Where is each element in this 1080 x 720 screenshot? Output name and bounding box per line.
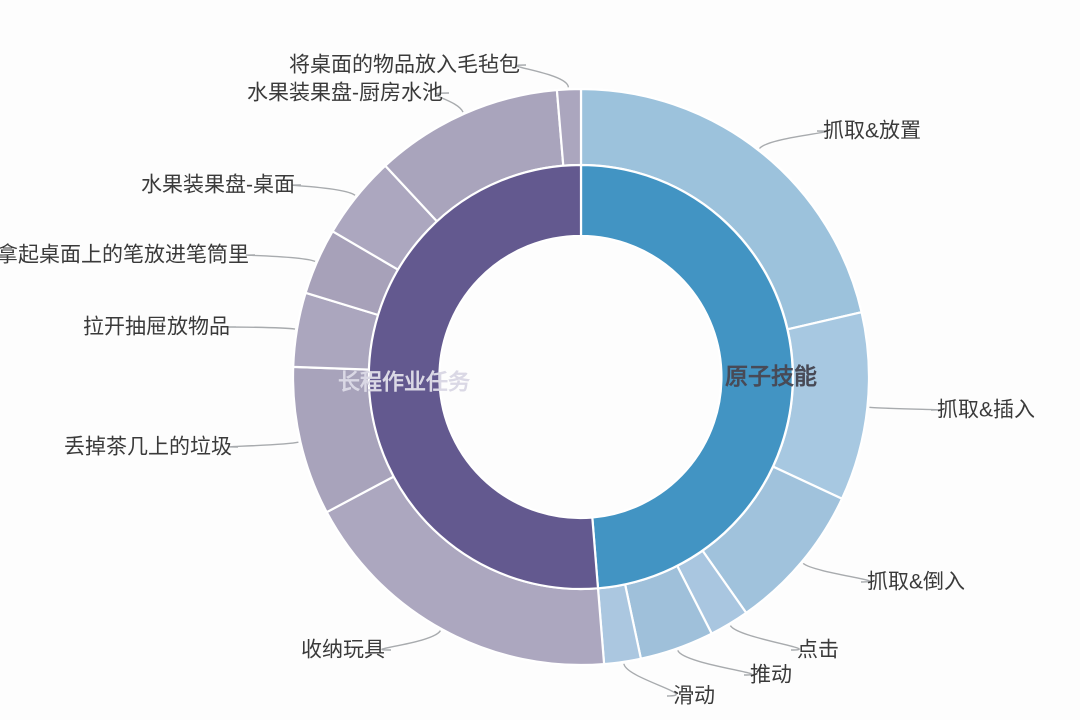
leader-grasp-place (758, 130, 827, 150)
label-slide: 滑动 (673, 685, 715, 708)
label-grasp-place: 抓取&放置 (823, 120, 921, 143)
leader-push (677, 649, 753, 676)
leader-grasp-insert (869, 406, 941, 411)
inner-label-long-horizon-tasks: 长程作业任务 (338, 370, 471, 395)
inner-slice-atomic-skills[interactable] (579, 163, 794, 590)
leader-slide (623, 663, 677, 697)
label-open-drawer-put-items: 拉开抽屉放物品 (83, 316, 230, 339)
label-throw-trash-coffee-table: 丢掉茶几上的垃圾 (64, 436, 232, 459)
leader-store-toys (381, 630, 442, 651)
inner-labels: 原子技能 长程作业任务 (338, 363, 817, 395)
label-grasp-insert: 抓取&插入 (937, 399, 1035, 422)
label-push: 推动 (750, 664, 792, 687)
label-grasp-pour: 抓取&倒入 (867, 571, 965, 594)
leader-put-pen-in-holder (245, 254, 316, 263)
leader-lines (226, 64, 941, 697)
leader-fruit-plate-kitchen-sink (434, 92, 464, 113)
leader-grasp-pour (802, 562, 871, 583)
leader-put-desktop-items-felt-bag (516, 64, 570, 88)
label-click: 点击 (797, 639, 839, 662)
inner-ring-slices (367, 163, 794, 591)
label-put-pen-in-holder: 拿起桌面上的笔放进笔筒里 (0, 243, 249, 267)
label-store-toys: 收纳玩具 (301, 639, 385, 662)
inner-slice-long-horizon-tasks[interactable] (367, 163, 600, 591)
label-fruit-plate-kitchen-sink: 水果装果盘-厨房水池 (247, 82, 443, 105)
leader-fruit-plate-desktop (291, 184, 356, 196)
leader-throw-trash-coffee-table (228, 441, 299, 448)
label-fruit-plate-desktop: 水果装果盘-桌面 (141, 174, 295, 197)
leader-open-drawer-put-items (226, 326, 296, 330)
leader-click (729, 625, 800, 651)
label-put-desktop-items-felt-bag: 将桌面的物品放入毛毡包 (289, 54, 520, 77)
inner-label-atomic-skills: 原子技能 (725, 363, 817, 389)
